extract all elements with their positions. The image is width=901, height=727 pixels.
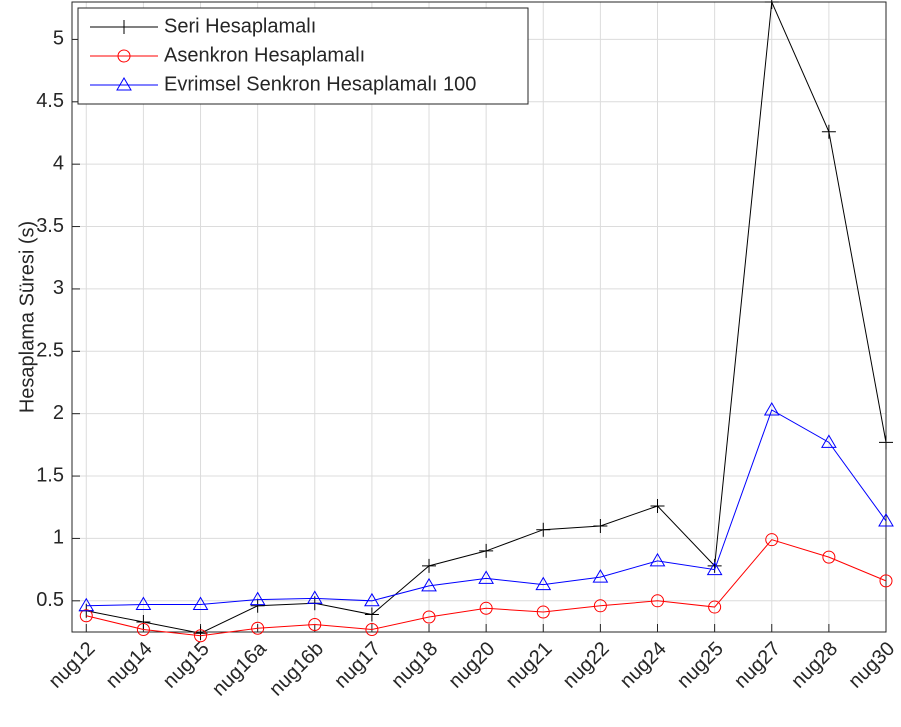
data-point — [879, 574, 893, 588]
y-tick-label: 1 — [53, 527, 64, 549]
data-point — [308, 618, 322, 632]
y-tick-label: 2 — [53, 402, 64, 424]
y-tick-label: 4 — [53, 152, 64, 174]
x-tick-label: nug25 — [673, 638, 728, 693]
data-point — [79, 609, 93, 623]
legend-marker — [116, 77, 132, 91]
x-tick-label: nug21 — [502, 638, 557, 693]
data-point — [136, 615, 151, 630]
x-tick-label: nug30 — [844, 638, 899, 693]
data-point — [649, 552, 666, 567]
x-tick-label: nug15 — [159, 638, 214, 693]
data-point — [135, 596, 152, 611]
x-tick-label: nug28 — [787, 638, 842, 693]
data-point — [821, 124, 836, 139]
data-point — [306, 590, 323, 604]
data-point — [136, 623, 150, 637]
data-point — [592, 569, 609, 583]
data-point — [878, 512, 894, 527]
data-point — [764, 0, 779, 9]
data-point — [422, 610, 436, 624]
x-tick-label: nug16b — [265, 638, 328, 701]
legend-label: Evrimsel Senkron Hesaplamalı 100 — [164, 73, 476, 95]
data-point — [364, 592, 380, 607]
data-point — [536, 522, 551, 537]
plot-area — [72, 2, 886, 632]
y-tick-label: 2.5 — [36, 340, 64, 362]
y-tick-label: 4.5 — [36, 90, 64, 112]
data-point — [78, 597, 95, 612]
data-point — [250, 598, 265, 613]
y-tick-label: 3.5 — [36, 215, 64, 237]
data-point — [421, 577, 437, 592]
data-point — [478, 570, 495, 584]
data-point — [821, 434, 837, 448]
legend-label: Seri Hesaplamalı — [164, 15, 316, 37]
legend-marker — [117, 20, 131, 34]
x-tick-label: nug24 — [616, 638, 671, 693]
data-point — [765, 533, 779, 547]
data-point — [194, 629, 208, 643]
legend-marker — [117, 49, 131, 63]
data-point — [822, 550, 836, 564]
data-point — [879, 435, 893, 450]
x-tick-label: nug20 — [445, 638, 500, 693]
data-point — [763, 401, 780, 416]
x-tick-label: nug18 — [387, 638, 442, 693]
data-point — [706, 561, 723, 576]
data-point — [708, 600, 722, 614]
data-point — [593, 518, 608, 533]
data-point — [479, 601, 493, 615]
data-point — [193, 626, 208, 641]
data-point — [536, 605, 550, 619]
y-axis-label: Hesaplama Süresi (s) — [16, 221, 38, 413]
x-tick-label: nug12 — [45, 638, 100, 693]
data-point — [192, 596, 209, 611]
series-line — [86, 409, 887, 607]
data-point — [364, 607, 379, 622]
data-point — [251, 621, 265, 635]
data-point — [707, 558, 722, 573]
y-tick-label: 0.5 — [36, 589, 64, 611]
x-tick-label: nug27 — [730, 638, 785, 693]
data-point — [593, 599, 607, 613]
x-tick-label: nug14 — [102, 638, 157, 693]
series-line — [86, 539, 887, 637]
legend-label: Asenkron Hesaplamalı — [164, 44, 365, 66]
x-tick-label: nug16a — [208, 637, 271, 700]
data-point — [651, 594, 665, 608]
data-point — [479, 543, 494, 558]
data-point — [422, 558, 437, 573]
data-point — [365, 623, 379, 637]
x-tick-label: nug17 — [330, 638, 385, 693]
y-tick-label: 3 — [53, 277, 64, 299]
y-tick-label: 1.5 — [36, 464, 64, 486]
plot-frame — [71, 1, 887, 633]
data-point — [535, 576, 552, 591]
data-point — [249, 591, 266, 606]
x-tick-label: nug22 — [559, 638, 614, 693]
y-tick-label: 5 — [53, 28, 64, 50]
data-point — [650, 499, 665, 513]
